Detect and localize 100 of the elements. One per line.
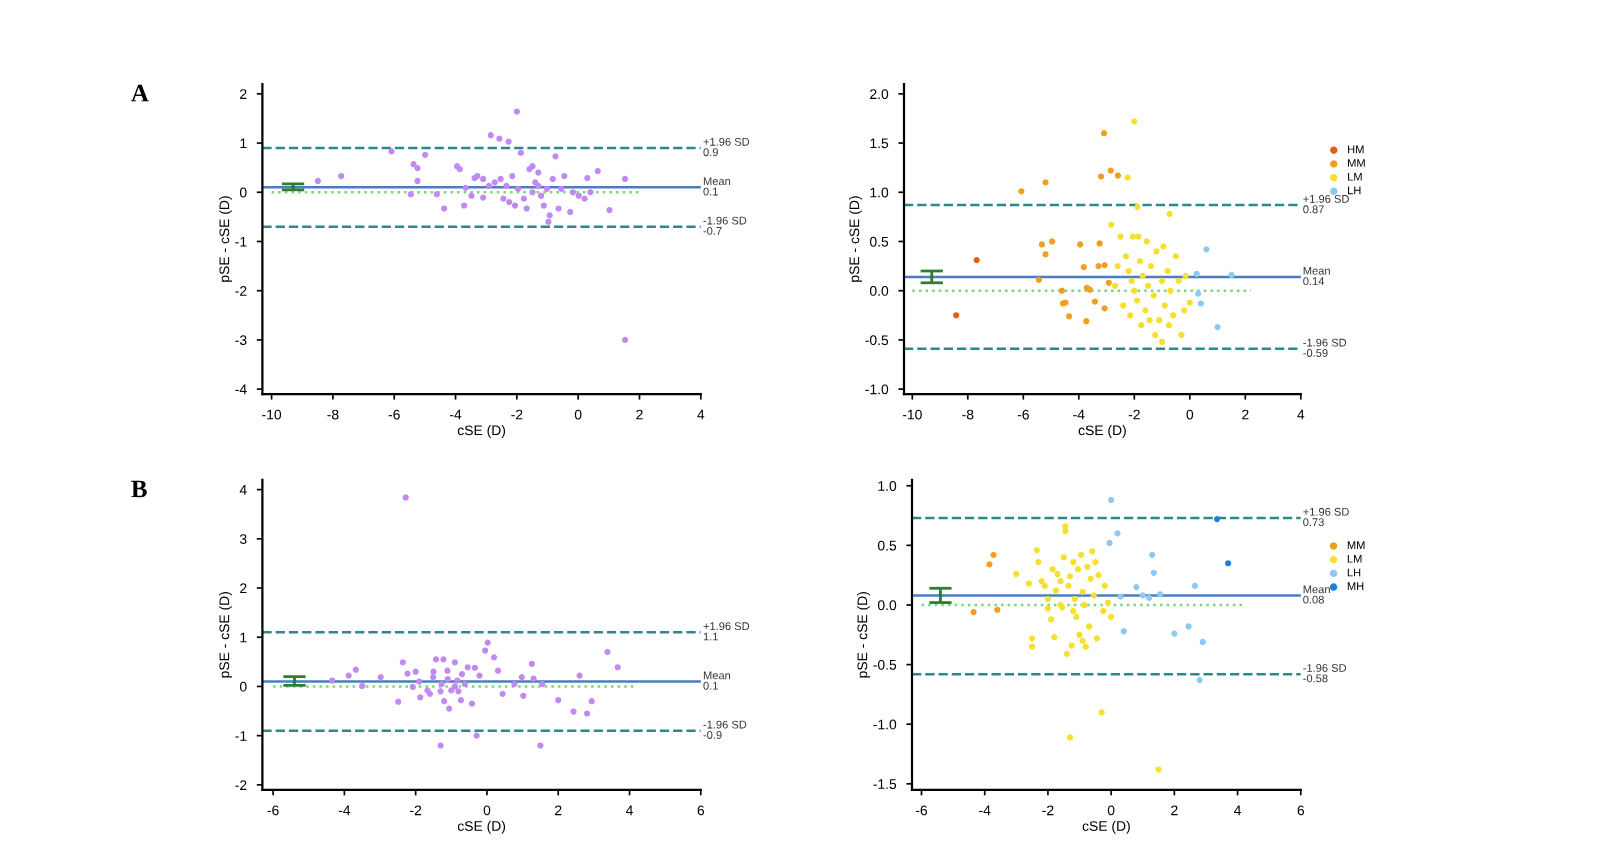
- point: [1153, 248, 1160, 255]
- point: [440, 656, 447, 663]
- point: [441, 698, 448, 705]
- point: [432, 656, 440, 663]
- point: [451, 659, 458, 666]
- point: [986, 561, 993, 568]
- point: [1093, 635, 1101, 642]
- point: [1117, 593, 1124, 600]
- point: [1136, 258, 1143, 265]
- point: [1081, 601, 1088, 609]
- point: [438, 680, 445, 688]
- point: [530, 675, 537, 682]
- text: B: [131, 480, 147, 498]
- point: [1172, 253, 1180, 260]
- point: [1047, 616, 1055, 623]
- point: [1063, 650, 1070, 657]
- point: [970, 609, 977, 616]
- point: [359, 682, 366, 690]
- point: [1025, 580, 1033, 587]
- point: [1077, 241, 1084, 248]
- point: [1096, 240, 1103, 247]
- point: [437, 742, 444, 749]
- point: [583, 710, 591, 717]
- point: [1095, 572, 1102, 579]
- point: [1147, 262, 1155, 270]
- point: [1042, 179, 1049, 186]
- point: [1066, 313, 1073, 320]
- point: [555, 697, 562, 704]
- point: [990, 551, 997, 558]
- point: [1049, 566, 1056, 573]
- point: [446, 705, 453, 712]
- point: [1114, 530, 1121, 537]
- point: [1080, 263, 1087, 271]
- point: [1051, 634, 1058, 641]
- point: [1029, 643, 1036, 650]
- point: [1049, 238, 1056, 245]
- point: [1013, 570, 1020, 578]
- point: [1149, 551, 1156, 558]
- point: [1095, 262, 1102, 270]
- point: [1157, 591, 1164, 598]
- point: [1087, 575, 1094, 582]
- point: [1111, 282, 1118, 289]
- point: [1120, 628, 1127, 635]
- point: [1142, 307, 1149, 314]
- point: [1089, 548, 1096, 555]
- point: [1134, 203, 1141, 211]
- point: [1060, 554, 1067, 561]
- point: [461, 680, 468, 688]
- point: [399, 659, 406, 666]
- point: [1108, 613, 1115, 620]
- point: [1128, 277, 1135, 284]
- point: [1165, 322, 1173, 329]
- point: [1120, 302, 1127, 309]
- point: [1145, 594, 1153, 601]
- point: [994, 606, 1001, 613]
- point: [1090, 592, 1097, 599]
- point: [1117, 233, 1124, 240]
- point: [444, 675, 451, 683]
- point: [1106, 539, 1113, 547]
- point: [1224, 560, 1232, 567]
- point: [1108, 221, 1115, 228]
- point: [404, 670, 411, 677]
- point: [409, 683, 416, 691]
- point: [1139, 272, 1146, 280]
- point: [1038, 578, 1045, 585]
- point: [437, 688, 444, 695]
- point: [1124, 174, 1131, 181]
- point: [1131, 287, 1138, 294]
- point: [1127, 312, 1134, 319]
- point: [1057, 578, 1064, 585]
- point: [1160, 243, 1167, 250]
- point: [1082, 643, 1089, 650]
- point: [518, 673, 525, 681]
- point: [1195, 290, 1202, 297]
- point: [482, 647, 489, 654]
- point: [1213, 516, 1221, 523]
- point: [395, 698, 402, 705]
- point: [1199, 638, 1206, 646]
- point: [1197, 300, 1205, 307]
- point: [1108, 496, 1115, 504]
- point: [1065, 582, 1072, 589]
- point: [1098, 709, 1105, 716]
- point: [1074, 566, 1082, 573]
- point: [1073, 613, 1080, 620]
- point: [451, 683, 458, 690]
- point: [1181, 307, 1188, 314]
- point: [345, 672, 352, 679]
- point: [1114, 262, 1121, 270]
- point: [1092, 558, 1099, 566]
- point: [1079, 588, 1086, 595]
- point: [1182, 272, 1189, 280]
- point: [448, 687, 455, 694]
- point: [1105, 279, 1112, 286]
- point: [1129, 233, 1137, 240]
- point: [1068, 642, 1075, 649]
- point: [352, 666, 359, 673]
- point: [537, 742, 544, 749]
- point: [1133, 583, 1140, 591]
- point: [973, 257, 980, 264]
- point: [1125, 267, 1132, 275]
